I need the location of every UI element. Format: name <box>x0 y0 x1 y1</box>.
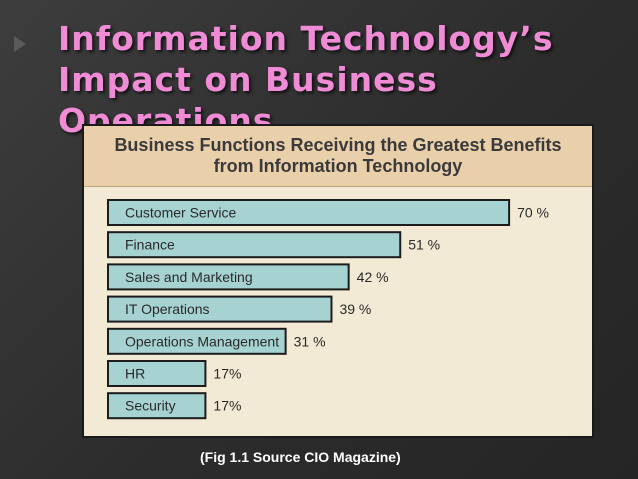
slide-bullet-arrow-icon <box>14 36 26 52</box>
bar-hr <box>107 360 207 387</box>
bar-operations-management <box>107 327 287 355</box>
bar-sales-and-marketing <box>107 263 350 291</box>
bar-value-label: 51 % <box>408 237 440 253</box>
bar-chart: Customer Service 70 % Finance 51 % Sales and… <box>107 199 549 420</box>
bar-category-label: Sales and Marketing <box>125 269 253 285</box>
bar-security <box>107 392 207 420</box>
slide-title-line-2: Impact on Business Operations <box>58 60 438 140</box>
chart-card: Business Functions Receiving the Greates… <box>82 124 594 438</box>
chart-header: Business Functions Receiving the Greates… <box>84 126 592 187</box>
bar-category-label: Finance <box>125 237 175 253</box>
bar-value-label: 42 % <box>357 269 389 285</box>
bar-category-label: Customer Service <box>125 205 236 221</box>
bar-value-label: 17% <box>213 398 241 414</box>
bar-it-operations <box>107 295 333 323</box>
slide-title-line-1: Information Technology’s <box>58 19 554 58</box>
bar-category-label: HR <box>125 366 145 382</box>
bar-category-label: Security <box>125 398 176 414</box>
bar-customer-service <box>107 199 511 226</box>
slide-title: Information Technology’s Impact on Busin… <box>58 18 618 141</box>
bar-finance <box>107 231 402 259</box>
bar-value-label: 17% <box>213 366 241 382</box>
figure-caption: (Fig 1.1 Source CIO Magazine) <box>200 449 401 465</box>
bar-value-label: 31 % <box>294 333 326 349</box>
bar-category-label: Operations Management <box>125 333 279 349</box>
bar-value-label: 39 % <box>339 301 371 317</box>
chart-title: Business Functions Receiving the Greates… <box>114 135 562 176</box>
bar-category-label: IT Operations <box>125 301 210 317</box>
bar-value-label: 70 % <box>517 205 549 221</box>
